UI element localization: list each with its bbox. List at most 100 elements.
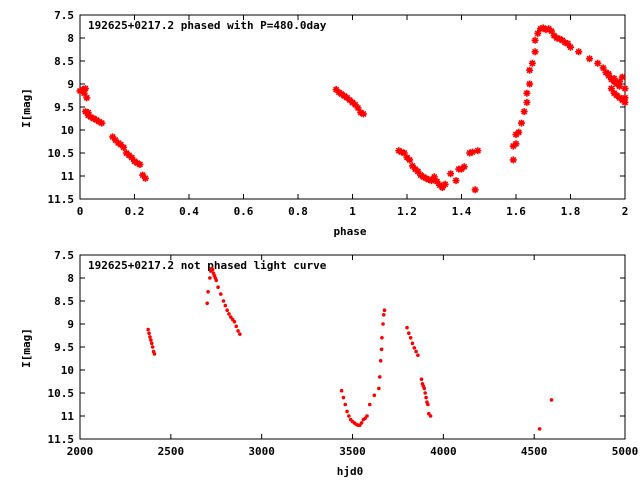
y-tick-label: 8.5 xyxy=(54,55,74,68)
data-point xyxy=(343,94,351,102)
chart-title: 192625+0217.2 not phased light curve xyxy=(88,259,327,272)
data-point xyxy=(613,92,621,99)
data-point xyxy=(575,48,583,56)
data-point xyxy=(90,115,98,122)
x-tick-label: 3500 xyxy=(339,445,366,458)
data-point xyxy=(411,165,419,173)
data-point xyxy=(422,386,427,391)
data-point xyxy=(221,299,226,303)
data-point xyxy=(345,409,349,414)
y-tick-label: 9 xyxy=(67,318,74,331)
x-tick-label: 4000 xyxy=(430,445,457,458)
data-point xyxy=(227,312,231,316)
data-point xyxy=(382,308,387,313)
data-point xyxy=(621,94,629,102)
data-point xyxy=(621,85,629,93)
x-tick-label: 1.6 xyxy=(506,205,526,218)
data-point xyxy=(436,181,444,189)
data-point xyxy=(136,161,144,168)
data-point xyxy=(381,322,385,326)
data-point xyxy=(430,173,438,181)
data-point xyxy=(426,402,430,407)
data-point xyxy=(419,173,427,181)
data-point xyxy=(416,353,420,358)
data-point xyxy=(410,341,415,346)
x-tick-label: 2 xyxy=(622,205,629,218)
data-point xyxy=(109,133,117,141)
data-point xyxy=(474,147,482,155)
data-point xyxy=(586,55,594,63)
y-tick-label: 11 xyxy=(61,410,75,423)
data-point xyxy=(561,39,569,47)
data-point xyxy=(146,327,150,332)
data-point xyxy=(406,156,414,164)
data-point xyxy=(398,148,406,156)
data-point xyxy=(517,119,525,127)
data-point xyxy=(341,395,346,400)
data-point xyxy=(377,386,381,391)
data-point xyxy=(81,108,89,116)
data-point xyxy=(83,94,91,102)
data-point xyxy=(367,402,372,407)
data-point xyxy=(377,375,382,379)
data-point xyxy=(408,162,416,170)
x-axis-ticks: 0 0.2 0.4 0.6 0.8 1 1.2 1.4 1.6 1.8 2 xyxy=(77,15,629,218)
data-point xyxy=(408,336,413,340)
data-point xyxy=(607,85,615,93)
data-point xyxy=(471,186,479,194)
data-point xyxy=(347,414,351,418)
data-point xyxy=(528,59,536,67)
data-point xyxy=(147,331,151,336)
data-point xyxy=(380,336,384,340)
data-point xyxy=(378,359,383,363)
data-point xyxy=(526,80,534,88)
data-point xyxy=(218,292,223,296)
data-point xyxy=(412,346,417,350)
data-point xyxy=(542,26,550,34)
data-point xyxy=(466,149,474,157)
data-point xyxy=(447,170,455,178)
data-point xyxy=(534,29,542,37)
data-point xyxy=(613,80,621,88)
data-point xyxy=(553,34,561,42)
data-point xyxy=(621,98,629,106)
data-point xyxy=(84,109,92,117)
data-point xyxy=(549,398,554,402)
x-tick-label: 0.2 xyxy=(125,205,145,218)
y-tick-label: 10.5 xyxy=(48,387,75,400)
data-point xyxy=(149,341,154,346)
data-point xyxy=(139,171,147,179)
data-point xyxy=(607,75,615,83)
data-point xyxy=(599,64,607,72)
data-points xyxy=(76,24,629,194)
x-tick-label: 2500 xyxy=(158,445,185,458)
data-point xyxy=(349,98,356,106)
x-tick-label: 1.4 xyxy=(452,205,472,218)
data-point xyxy=(357,109,365,117)
y-tick-label: 10.5 xyxy=(48,147,75,160)
y-tick-label: 9.5 xyxy=(54,101,74,114)
data-point xyxy=(133,159,141,167)
data-point xyxy=(520,108,528,116)
data-point xyxy=(419,377,424,382)
data-point xyxy=(236,329,240,333)
chart-title: 192625+0217.2 phased with P=480.0day xyxy=(88,19,327,32)
data-point xyxy=(509,142,517,150)
y-tick-label: 8 xyxy=(67,272,74,285)
y-tick-label: 10 xyxy=(61,364,74,377)
data-point xyxy=(458,165,465,173)
data-point xyxy=(550,32,558,40)
data-point xyxy=(414,349,418,354)
data-point xyxy=(359,421,364,425)
data-point xyxy=(616,94,624,102)
data-points xyxy=(146,267,554,431)
x-axis-label: phase xyxy=(333,225,366,238)
data-point xyxy=(512,140,520,148)
x-axis-ticks: 2000 2500 3000 3500 4000 4500 5000 xyxy=(67,255,638,458)
data-point xyxy=(441,180,449,188)
data-point xyxy=(117,141,125,149)
data-point xyxy=(509,156,517,164)
data-point xyxy=(372,393,377,398)
data-point xyxy=(379,347,384,352)
data-point xyxy=(423,391,427,395)
